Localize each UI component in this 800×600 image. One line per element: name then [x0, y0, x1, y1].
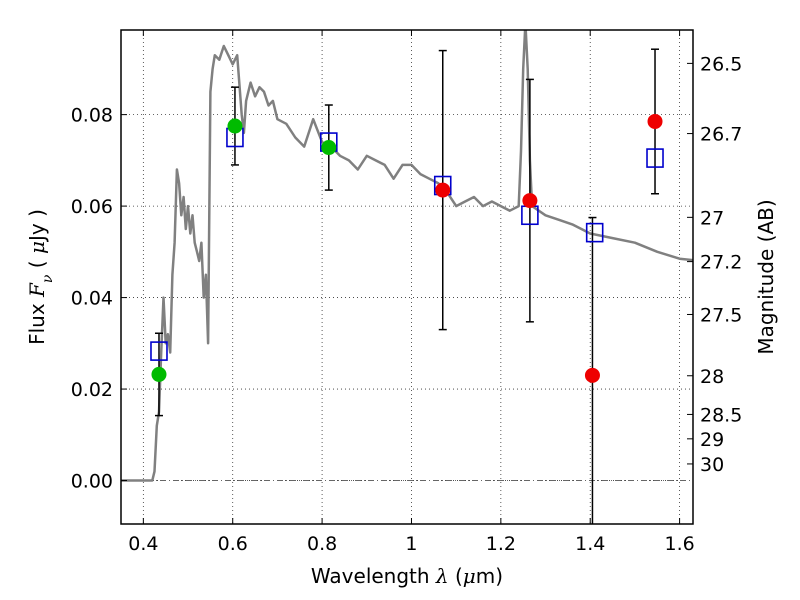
x-tick-label: 0.4 — [128, 533, 158, 555]
model-photometry-square — [150, 341, 168, 361]
y-tick-label: 0.00 — [71, 471, 113, 493]
optical-data-point — [321, 140, 337, 156]
plot-area — [121, 30, 693, 524]
mag-tick-label: 29 — [700, 429, 724, 451]
nir-data-point — [435, 182, 451, 198]
model-sed-line — [121, 30, 693, 482]
x-tick-label: 1.2 — [486, 533, 516, 555]
mag-tick-label: 26.5 — [700, 53, 742, 75]
axis-ticks: 0.4 0.6 0.8 1 1.2 1.4 1.6 0.00 0.02 0.04 0.06 0.08 2… — [71, 30, 742, 555]
x-tick-label: 1.4 — [575, 533, 605, 555]
y-tick-label: 0.02 — [71, 379, 113, 401]
grid — [121, 30, 693, 524]
x-tick-label: 0.6 — [218, 533, 248, 555]
mag-tick-label: 26.7 — [700, 124, 742, 146]
optical-data-point — [151, 366, 167, 382]
x-tick-label: 1.6 — [664, 533, 694, 555]
nir-data-point — [647, 113, 663, 129]
mag-tick-label: 27.5 — [700, 304, 742, 326]
y-axis-label: Flux Fν ( μJy ) — [25, 209, 56, 345]
mag-tick-label: 28 — [700, 366, 724, 388]
nir-data-point — [584, 367, 600, 383]
y-tick-label: 0.08 — [71, 105, 113, 127]
optical-data-point — [227, 118, 243, 134]
x-tick-label: 1 — [405, 533, 417, 555]
mag-tick-label: 28.5 — [700, 404, 742, 426]
model-photometry-square — [646, 148, 664, 168]
mag-tick-label: 27 — [700, 207, 724, 229]
y2-axis-label: Magnitude (AB) — [754, 199, 778, 354]
y-tick-label: 0.06 — [71, 196, 113, 218]
x-axis-label: Wavelength λ (μm) — [311, 564, 503, 588]
mag-tick-label: 27.2 — [700, 252, 742, 274]
y-tick-label: 0.04 — [71, 288, 113, 310]
x-tick-label: 0.8 — [307, 533, 337, 555]
nir-data-point — [522, 193, 538, 209]
model-photometry-square — [585, 222, 604, 243]
plot-frame — [120, 29, 694, 525]
mag-tick-label: 30 — [700, 454, 724, 476]
